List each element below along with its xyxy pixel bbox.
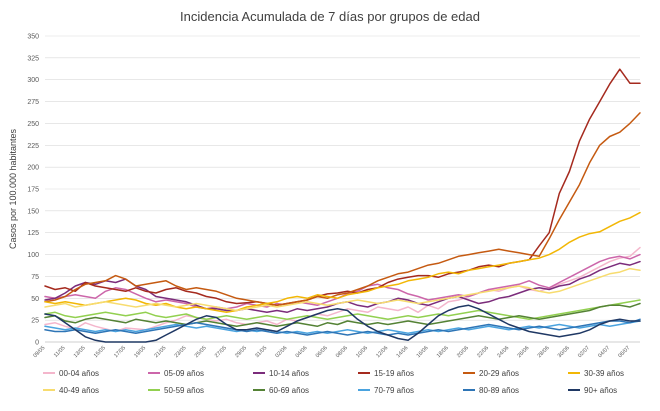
y-tick-label: 250 <box>27 121 39 128</box>
x-tick-label: 04/06 <box>295 345 309 359</box>
x-tick-label: 06/06 <box>315 345 329 359</box>
series-lines <box>44 68 641 343</box>
x-tick-label: 16/06 <box>416 345 430 359</box>
series-line-7 <box>44 267 641 312</box>
legend-label: 05-09 años <box>164 369 204 378</box>
y-tick-label: 175 <box>27 187 39 194</box>
x-tick-label: 28/06 <box>537 345 551 359</box>
series-line-4 <box>44 68 641 307</box>
y-tick-label: 75 <box>31 274 39 281</box>
x-tick-label: 22/06 <box>476 345 490 359</box>
legend-label: 30-39 años <box>584 369 624 378</box>
legend-label: 00-04 años <box>59 369 99 378</box>
legend-label: 15-19 años <box>374 369 414 378</box>
y-tick-label: 25 <box>31 318 39 325</box>
x-tick-label: 02/07 <box>577 345 591 359</box>
series-line-11 <box>44 318 641 336</box>
x-tick-label: 20/06 <box>456 345 470 359</box>
x-tick-label: 10/06 <box>355 345 369 359</box>
gridlines <box>45 35 640 343</box>
y-tick-label: 275 <box>27 99 39 106</box>
legend-label: 60-69 años <box>269 386 309 395</box>
series-line-2 <box>44 253 641 310</box>
x-tick-label: 24/06 <box>496 345 510 359</box>
x-tick-label: 11/05 <box>53 345 67 359</box>
x-tick-label: 13/05 <box>73 345 87 359</box>
x-tick-label: 29/05 <box>234 345 248 359</box>
y-tick-label: 125 <box>27 230 39 237</box>
x-tick-label: 08/06 <box>335 345 349 359</box>
legend-label: 40-49 años <box>59 386 99 395</box>
chart-title: Incidencia Acumulada de 7 días por grupo… <box>180 9 480 24</box>
x-tick-label: 30/06 <box>557 345 571 359</box>
y-tick-label: 350 <box>27 34 39 41</box>
legend-label: 50-59 años <box>164 386 204 395</box>
y-tick-label: 50 <box>31 296 39 303</box>
y-tick-label: 100 <box>27 252 39 259</box>
x-tick-label: 27/05 <box>214 345 228 359</box>
y-tick-label: 200 <box>27 165 39 172</box>
y-tick-label: 300 <box>27 77 39 84</box>
y-tick-label: 325 <box>27 55 39 62</box>
x-tick-label: 14/06 <box>395 345 409 359</box>
x-tick-label: 02/06 <box>274 345 288 359</box>
x-tick-label: 06/07 <box>617 345 631 359</box>
y-axis-title: Casos por 100.000 habitantes <box>8 128 18 249</box>
y-tick-label: 225 <box>27 143 39 150</box>
x-tick-label: 26/06 <box>517 345 531 359</box>
x-tick-label: 15/05 <box>93 345 107 359</box>
legend-label: 80-89 años <box>479 386 519 395</box>
x-tick-label: 09/05 <box>32 345 46 359</box>
legend-label: 20-29 años <box>479 369 519 378</box>
series-line-12 <box>44 304 641 343</box>
x-axis-ticks: 09/05 11/05 13/05 15/05 17/05 19/05 21/05 23/05… <box>32 345 631 359</box>
legend-label: 90+ años <box>584 386 617 395</box>
x-tick-label: 17/05 <box>113 345 127 359</box>
x-tick-label: 23/05 <box>174 345 188 359</box>
series-line-9 <box>44 302 641 328</box>
y-tick-label: 0 <box>35 340 39 347</box>
x-tick-label: 31/05 <box>254 345 268 359</box>
x-tick-label: 25/05 <box>194 345 208 359</box>
series-line-6 <box>44 211 641 314</box>
series-line-5 <box>44 112 641 307</box>
x-tick-label: 19/05 <box>133 345 147 359</box>
x-tick-label: 21/05 <box>153 345 167 359</box>
y-axis-ticks: 0 25 50 75 100 125 150 175 200 225 250 275 300 325 350 <box>27 34 39 347</box>
series-line-8 <box>44 299 641 321</box>
legend-label: 10-14 años <box>269 369 309 378</box>
y-tick-label: 150 <box>27 208 39 215</box>
legend-label: 70-79 años <box>374 386 414 395</box>
x-tick-label: 12/06 <box>375 345 389 359</box>
x-tick-label: 04/07 <box>597 345 611 359</box>
x-tick-label: 18/06 <box>436 345 450 359</box>
legend: 00-04 años 05-09 años 10-14 años 15-19 años… <box>43 369 624 395</box>
series-line-10 <box>44 320 641 335</box>
